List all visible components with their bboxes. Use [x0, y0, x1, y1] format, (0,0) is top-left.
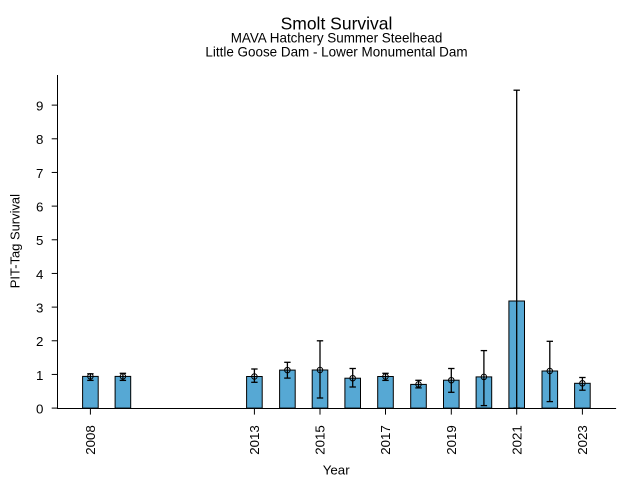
svg-text:2008: 2008 — [83, 425, 98, 455]
svg-text:2017: 2017 — [378, 425, 393, 455]
svg-text:2023: 2023 — [575, 425, 590, 455]
svg-text:4: 4 — [36, 267, 43, 282]
svg-text:2: 2 — [36, 334, 43, 349]
svg-text:2021: 2021 — [509, 425, 524, 455]
svg-text:2015: 2015 — [313, 425, 328, 455]
svg-text:5: 5 — [36, 233, 43, 248]
svg-text:2019: 2019 — [444, 425, 459, 455]
svg-text:8: 8 — [36, 132, 43, 147]
svg-text:Smolt Survival: Smolt Survival — [281, 13, 393, 33]
svg-text:Year: Year — [323, 463, 350, 478]
svg-text:3: 3 — [36, 301, 43, 316]
svg-text:MAVA Hatchery Summer Steelhead: MAVA Hatchery Summer Steelhead — [231, 31, 443, 46]
svg-text:9: 9 — [36, 99, 43, 114]
svg-text:2013: 2013 — [247, 425, 262, 455]
svg-text:1: 1 — [36, 368, 43, 383]
svg-text:0: 0 — [36, 402, 43, 417]
svg-text:6: 6 — [36, 200, 43, 215]
svg-text:7: 7 — [36, 166, 43, 181]
svg-text:Little Goose Dam - Lower Monum: Little Goose Dam - Lower Monumental Dam — [205, 45, 467, 60]
svg-text:PIT-Tag Survival: PIT-Tag Survival — [8, 194, 23, 288]
